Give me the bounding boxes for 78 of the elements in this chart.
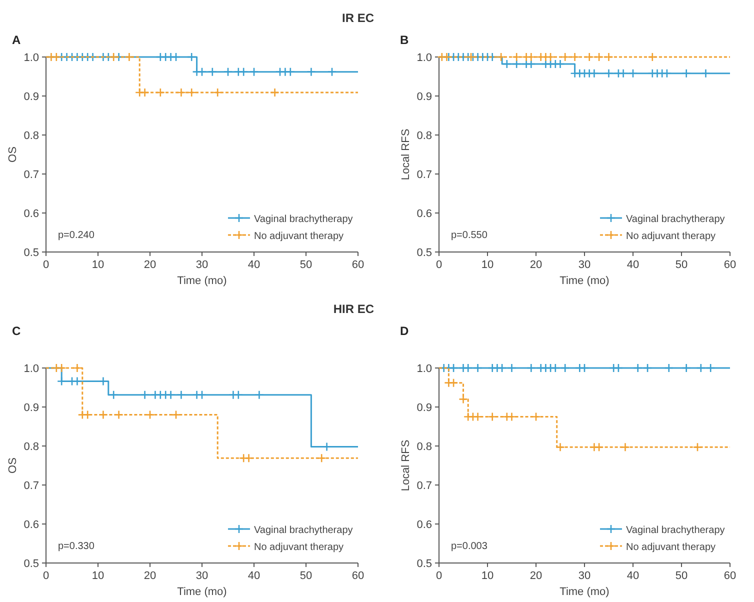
- y-tick-label: 1.0: [24, 52, 39, 64]
- y-tick-label: 0.6: [24, 208, 39, 220]
- x-axis-title: Time (mo): [177, 275, 227, 287]
- x-tick-label: 30: [196, 259, 208, 271]
- annotation: p=0.003: [451, 541, 488, 552]
- y-tick-label: 0.6: [416, 519, 432, 531]
- y-tick-label: 1.0: [416, 52, 432, 64]
- y-tick-label: 0.9: [24, 402, 39, 414]
- x-tick-label: 30: [196, 570, 208, 582]
- y-tick-label: 0.6: [24, 519, 39, 531]
- chart-title: C: [12, 324, 21, 338]
- legend-label: Vaginal brachytherapy: [626, 525, 725, 536]
- chart-title: B: [400, 33, 409, 47]
- x-tick-label: 40: [248, 259, 260, 271]
- x-axis-title: Time (mo): [560, 586, 610, 598]
- x-tick-label: 60: [352, 570, 364, 582]
- x-tick-label: 60: [724, 570, 736, 582]
- x-tick-label: 10: [481, 570, 494, 582]
- legend-label: No adjuvant therapy: [254, 231, 344, 242]
- chart-title: D: [400, 324, 409, 338]
- x-tick-label: 0: [42, 259, 50, 271]
- y-tick-label: 0.8: [416, 441, 432, 453]
- legend-label: Vaginal brachytherapy: [626, 214, 725, 225]
- x-tick-label: 20: [144, 259, 156, 271]
- y-axis-title: Local RFS: [400, 440, 412, 492]
- y-tick-label: 0.5: [24, 247, 39, 259]
- y-tick-label: 0.9: [416, 91, 432, 103]
- x-tick-label: 60: [724, 259, 736, 271]
- x-tick-label: 40: [626, 570, 640, 582]
- y-tick-label: 0.7: [24, 480, 39, 492]
- x-tick-label: 50: [675, 570, 688, 582]
- x-axis-title: Time (mo): [560, 275, 610, 287]
- legend-label: Vaginal brachytherapy: [254, 214, 353, 225]
- x-axis-title: Time (mo): [177, 586, 227, 598]
- x-tick-label: 60: [352, 259, 364, 271]
- y-axis-title: Local RFS: [400, 128, 412, 180]
- x-tick-label: 20: [530, 570, 542, 582]
- x-tick-label: 0: [436, 570, 442, 582]
- x-tick-label: 10: [92, 570, 104, 582]
- y-tick-label: 0.7: [416, 480, 432, 492]
- legend-label: No adjuvant therapy: [626, 231, 716, 242]
- x-tick-label: 30: [578, 570, 591, 582]
- y-tick-label: 0.8: [24, 130, 39, 142]
- legend-label: No adjuvant therapy: [254, 542, 344, 553]
- chart-title: A: [12, 33, 21, 47]
- y-tick-label: 1.0: [416, 363, 432, 375]
- x-tick-label: 0: [42, 570, 50, 582]
- x-tick-label: 20: [530, 259, 542, 271]
- y-tick-label: 0.5: [416, 247, 432, 259]
- x-tick-label: 10: [92, 259, 104, 271]
- y-tick-label: 0.5: [416, 558, 432, 570]
- y-tick-label: 0.9: [24, 91, 39, 103]
- x-tick-label: 30: [578, 259, 591, 271]
- y-tick-label: 1.0: [24, 363, 39, 375]
- x-tick-label: 50: [300, 570, 312, 582]
- annotation: p=0.240: [58, 230, 95, 241]
- x-tick-label: 50: [675, 259, 688, 271]
- x-tick-label: 40: [626, 259, 640, 271]
- y-tick-label: 0.8: [416, 130, 432, 142]
- y-axis-title: OS: [7, 458, 19, 474]
- y-tick-label: 0.8: [24, 441, 39, 453]
- chart-subtitle: IR EC: [342, 11, 374, 25]
- legend-label: Vaginal brachytherapy: [254, 525, 353, 536]
- x-tick-label: 40: [248, 570, 260, 582]
- y-tick-label: 0.5: [24, 558, 39, 570]
- x-tick-label: 10: [481, 259, 494, 271]
- annotation: p=0.330: [58, 541, 95, 552]
- x-tick-label: 0: [436, 259, 442, 271]
- y-axis-title: OS: [7, 146, 19, 162]
- y-tick-label: 0.6: [416, 208, 432, 220]
- y-tick-label: 0.7: [24, 169, 39, 181]
- y-tick-label: 0.7: [416, 169, 432, 181]
- x-tick-label: 50: [300, 259, 312, 271]
- chart-subtitle: HIR EC: [333, 302, 374, 316]
- annotation: p=0.550: [451, 230, 488, 241]
- y-tick-label: 0.9: [416, 402, 432, 414]
- legend-label: No adjuvant therapy: [626, 542, 716, 553]
- x-tick-label: 20: [144, 570, 156, 582]
